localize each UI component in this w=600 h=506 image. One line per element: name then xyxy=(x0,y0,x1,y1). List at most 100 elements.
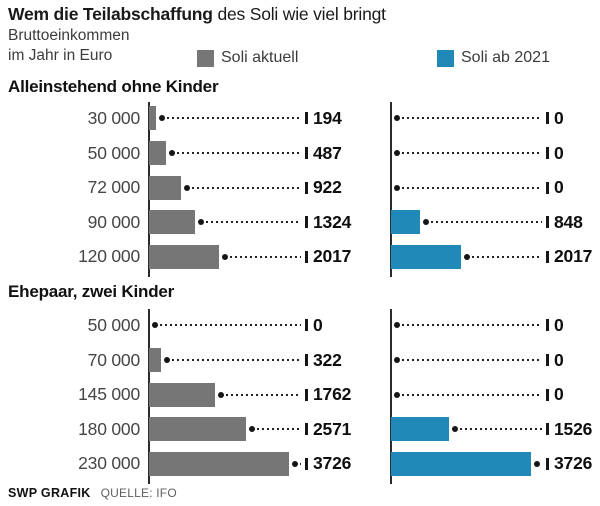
value-tick xyxy=(305,181,308,194)
leader-dot xyxy=(394,356,400,363)
leader-line xyxy=(257,428,301,431)
value-label: 1324 xyxy=(313,211,352,232)
leader-dot xyxy=(452,426,458,433)
value-tick xyxy=(546,216,549,229)
legend-swatch-gray xyxy=(197,49,214,67)
chart-section-ehepaar: 50 000 0 0 70 000 322 0 145 000 1762 0 180 000 257… xyxy=(0,308,600,484)
brand-label: SWP GRAFIK xyxy=(8,486,91,500)
income-label: 70 000 xyxy=(87,349,141,370)
bar-soli-aktuell xyxy=(149,417,246,442)
legend-item-soli-aktuell: Soli aktuell xyxy=(197,48,298,68)
leader-dot xyxy=(394,149,400,156)
leader-dot xyxy=(394,391,400,398)
leader-dot xyxy=(249,426,255,433)
income-label: 72 000 xyxy=(87,177,141,198)
value-label: 2017 xyxy=(554,246,593,267)
value-tick xyxy=(305,423,308,436)
value-label: 194 xyxy=(313,108,342,128)
source-label: QUELLE: IFO xyxy=(100,486,177,500)
leader-dot xyxy=(222,253,228,260)
value-label: 322 xyxy=(313,349,342,370)
value-label: 3726 xyxy=(313,453,352,474)
leader-line xyxy=(160,324,301,327)
leader-line xyxy=(402,117,542,120)
value-label: 0 xyxy=(554,315,564,335)
leader-dot xyxy=(394,184,400,191)
leader-dot xyxy=(292,460,298,467)
value-tick xyxy=(546,353,549,366)
section-header-alleinstehend: Alleinstehend ohne Kinder xyxy=(8,77,219,96)
leader-line xyxy=(192,186,301,189)
leader-dot xyxy=(394,115,400,122)
value-label: 0 xyxy=(554,384,564,405)
footer: SWP GRAFIK QUELLE: IFO xyxy=(8,486,177,500)
value-tick xyxy=(546,112,549,125)
bar-soli-ab-2021 xyxy=(391,210,420,235)
leader-line xyxy=(206,221,301,224)
income-label: 145 000 xyxy=(78,384,140,405)
value-label: 0 xyxy=(554,142,564,163)
legend-swatch-blue xyxy=(437,49,454,67)
leader-line xyxy=(167,117,301,120)
leader-line xyxy=(226,393,301,396)
income-label: 230 000 xyxy=(78,453,140,474)
income-label: 120 000 xyxy=(78,246,140,267)
value-label: 0 xyxy=(554,108,564,128)
legend-label-soli-ab-2021: Soli ab 2021 xyxy=(461,49,550,66)
value-label: 1526 xyxy=(554,418,593,439)
value-tick xyxy=(305,216,308,229)
bar-soli-aktuell xyxy=(149,451,289,476)
leader-line xyxy=(431,221,542,224)
axis-line xyxy=(390,102,392,277)
income-label: 50 000 xyxy=(87,315,141,335)
bar-soli-aktuell xyxy=(149,106,156,131)
income-label: 50 000 xyxy=(87,142,141,163)
value-tick xyxy=(305,353,308,366)
chart-section-alleinstehend: 30 000 194 0 50 000 487 0 72 000 922 0 90 000 1324… xyxy=(0,101,600,277)
leader-dot xyxy=(169,149,175,156)
value-label: 3726 xyxy=(554,453,593,474)
leader-line xyxy=(460,428,542,431)
bar-soli-ab-2021 xyxy=(391,417,449,442)
value-tick xyxy=(305,146,308,159)
value-tick xyxy=(546,250,549,263)
value-tick xyxy=(305,388,308,401)
value-tick xyxy=(546,146,549,159)
leader-dot xyxy=(218,391,224,398)
page-title: Wem die Teilabschaffung des Soli wie vie… xyxy=(8,4,386,25)
value-tick xyxy=(546,319,549,332)
income-label: 180 000 xyxy=(78,418,140,439)
leader-line xyxy=(402,324,542,327)
leader-dot xyxy=(423,219,429,226)
value-label: 922 xyxy=(313,177,342,198)
income-label: 90 000 xyxy=(87,211,141,232)
bar-soli-aktuell xyxy=(149,244,219,269)
value-label: 0 xyxy=(554,177,564,198)
bar-soli-aktuell xyxy=(149,175,181,200)
leader-dot xyxy=(152,322,158,329)
value-tick xyxy=(546,423,549,436)
income-label: 30 000 xyxy=(87,108,141,128)
bar-soli-ab-2021 xyxy=(391,451,531,476)
leader-line xyxy=(402,358,542,361)
legend-label-soli-aktuell: Soli aktuell xyxy=(221,49,299,66)
value-label: 848 xyxy=(554,211,583,232)
leader-dot xyxy=(184,184,190,191)
legend-item-soli-ab-2021: Soli ab 2021 xyxy=(437,48,550,68)
unit-label-line2: im Jahr in Euro xyxy=(8,47,113,64)
value-label: 487 xyxy=(313,142,342,163)
leader-line xyxy=(172,358,301,361)
leader-line xyxy=(472,255,542,258)
value-tick xyxy=(305,457,308,470)
leader-dot xyxy=(164,356,170,363)
value-label: 0 xyxy=(554,349,564,370)
value-tick xyxy=(305,319,308,332)
value-label: 1762 xyxy=(313,384,352,405)
leader-line xyxy=(177,151,301,154)
value-tick xyxy=(546,457,549,470)
bar-soli-aktuell xyxy=(149,347,161,372)
bar-soli-aktuell xyxy=(149,140,166,165)
leader-dot xyxy=(159,115,165,122)
axis-line xyxy=(390,309,392,484)
